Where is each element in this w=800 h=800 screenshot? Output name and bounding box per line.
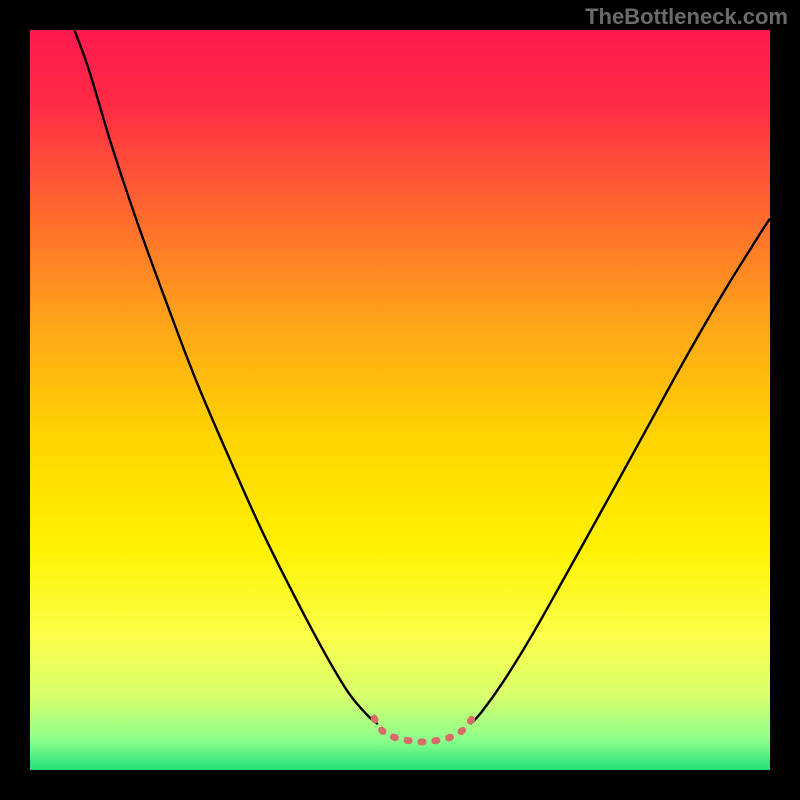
gradient-background <box>30 30 770 770</box>
bottleneck-chart <box>0 0 800 800</box>
chart-container: TheBottleneck.com <box>0 0 800 800</box>
watermark-text: TheBottleneck.com <box>585 4 788 30</box>
